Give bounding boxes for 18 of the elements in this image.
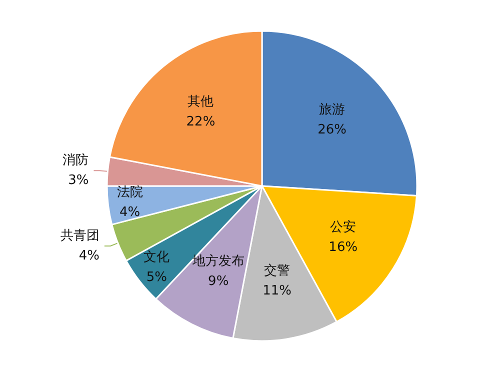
data-label: 4% <box>78 248 100 264</box>
slice-label: 消防 <box>62 153 89 168</box>
data-label: 9% <box>208 274 229 290</box>
slice-label: 交警 <box>264 262 290 278</box>
data-label: 22% <box>186 114 216 130</box>
slice-label: 旅游 <box>319 102 346 118</box>
slice-label: 地方发布 <box>191 253 244 270</box>
data-label: 5% <box>146 270 167 286</box>
slice-label: 法院 <box>116 185 143 200</box>
slice-label: 共青团 <box>60 228 100 244</box>
data-label: 3% <box>68 173 89 188</box>
data-label: 11% <box>262 283 292 298</box>
data-label: 26% <box>318 122 347 138</box>
data-label: 4% <box>119 205 140 220</box>
slice-label: 其他 <box>188 94 214 110</box>
slice-label: 文化 <box>144 250 170 266</box>
data-label: 16% <box>328 240 358 255</box>
slice-label: 公安 <box>330 218 356 235</box>
